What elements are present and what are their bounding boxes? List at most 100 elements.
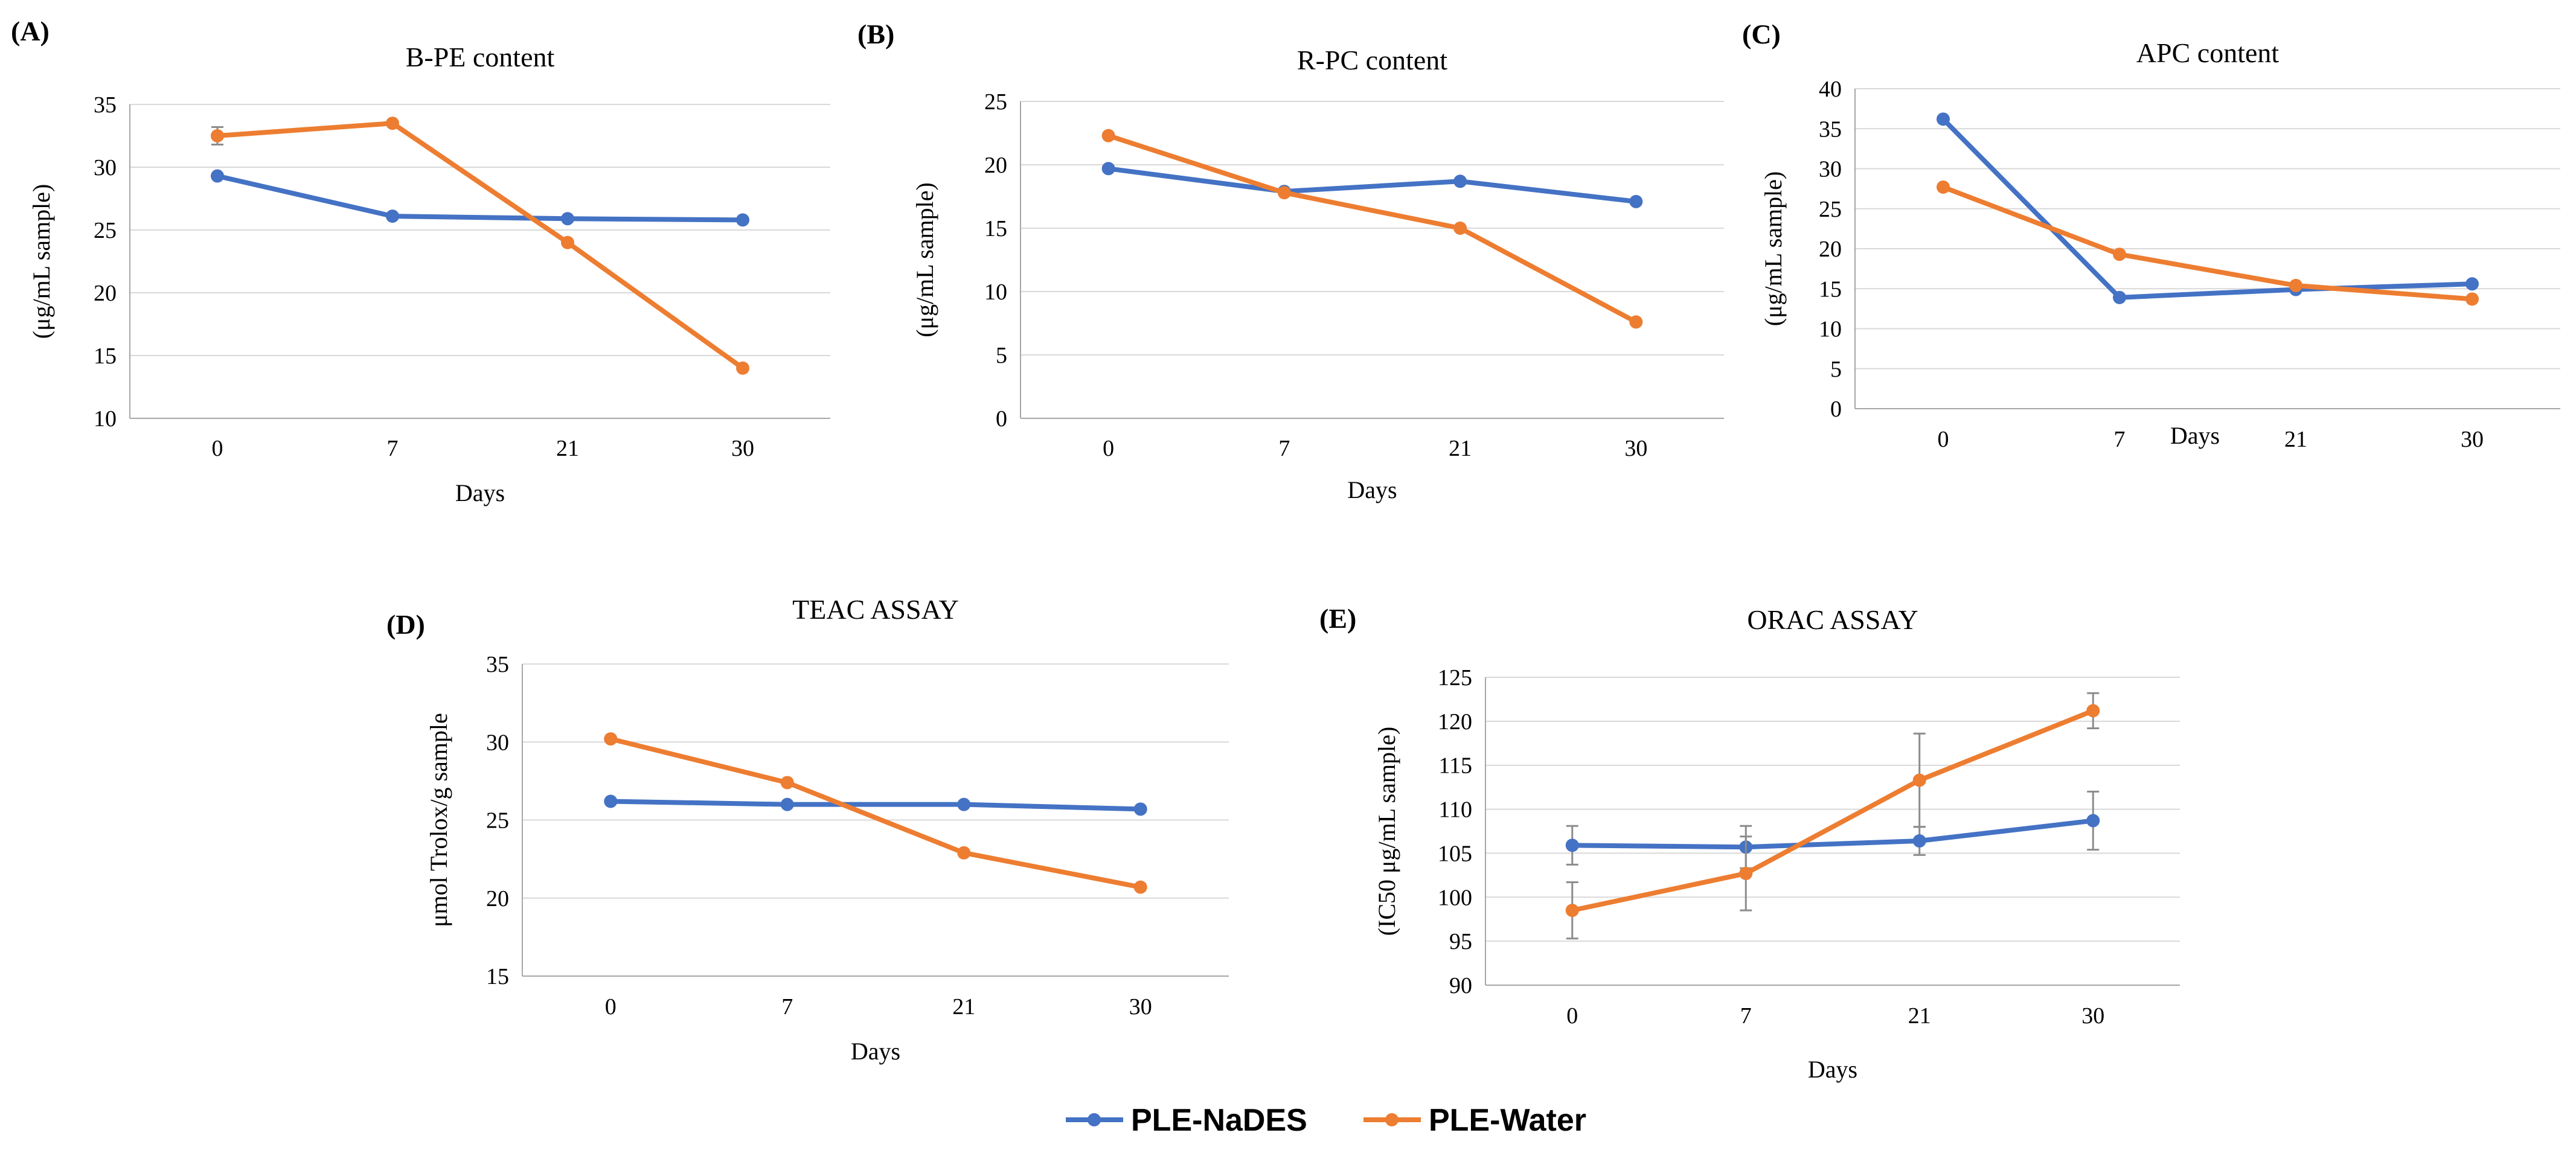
y-tick-label: 20 [1819,237,1842,262]
x-axis-label: Days [455,479,505,506]
panel-label: (C) [1742,19,1781,49]
y-tick-label: 105 [1438,841,1472,866]
y-axis-label: (IC50 μg/mL sample) [1373,727,1400,936]
chart-panel-4: 15 20 25 30 35 0 7 21 30 (D) TEAC ASSAY Days μmol Tr… [386,594,1229,1065]
data-point [2086,814,2100,828]
y-tick-label: 20 [984,153,1007,178]
x-tick-label: 7 [387,436,399,461]
y-tick-label: 125 [1438,665,1472,691]
x-tick-label: 0 [1103,436,1114,461]
data-point [1277,186,1291,200]
data-point [1101,162,1115,176]
data-point [211,129,224,142]
data-point [1739,866,1753,880]
data-point [1629,315,1643,329]
x-axis-label: Days [1347,476,1397,503]
y-tick-label: 25 [94,218,117,243]
data-point [386,209,399,223]
y-tick-label: 35 [486,652,509,677]
series-line-ple-nades [610,799,1141,812]
chart-panel-3: 0 5 10 15 20 25 30 35 40 0 7 21 30 (C) APC content Days… [1742,19,2560,452]
data-point [2113,247,2126,261]
panel-label: (E) [1319,603,1356,634]
series-line-ple-nades [1572,818,2094,850]
y-tick-label: 5 [996,343,1007,368]
y-tick-label: 95 [1449,929,1472,954]
y-tick-label: 110 [1438,797,1472,823]
x-axis-label: Days [1808,1056,1857,1083]
data-point [736,361,749,375]
series-line-ple-water [610,736,1141,890]
chart-title: ORAC ASSAY [1747,604,1918,635]
series-line-ple-nades [1941,117,2473,300]
chart-title: TEAC ASSAY [792,594,959,625]
data-point [1565,904,1579,918]
x-tick-label: 0 [1938,427,1949,452]
x-tick-label: 0 [212,436,223,461]
x-tick-label: 7 [2114,427,2126,452]
series-line-ple-nades [1108,166,1636,204]
x-tick-label: 21 [2284,427,2307,452]
x-tick-label: 30 [1129,994,1152,1020]
data-point [1133,802,1147,816]
legend-marker [1088,1113,1101,1126]
data-point [561,212,574,226]
data-point [1565,838,1579,852]
data-point [1912,773,1926,787]
y-tick-label: 30 [486,730,509,755]
panel-label: (D) [386,609,425,640]
data-point [604,794,618,808]
x-tick-label: 7 [1278,436,1290,461]
y-tick-label: 25 [984,89,1007,115]
y-tick-label: 25 [486,808,509,834]
x-tick-label: 30 [2081,1003,2104,1029]
y-tick-label: 120 [1438,709,1472,735]
y-tick-label: 15 [94,343,117,369]
y-tick-label: 30 [1819,157,1842,182]
data-point [1101,129,1115,142]
y-tick-label: 30 [94,155,117,180]
y-tick-label: 90 [1449,973,1472,998]
chart-panel-5: 90 95 100 105 110 115 120 125 0 7 21 30 (E) ORAC ASSA… [1319,603,2180,1083]
legend-marker [1385,1113,1399,1126]
x-axis-label: Days [851,1038,900,1065]
data-point [1453,222,1467,235]
data-point [2465,277,2479,291]
x-tick-label: 30 [1624,436,1647,461]
chart-title: R-PC content [1297,45,1447,75]
x-tick-label: 21 [952,994,975,1020]
data-point [736,213,749,227]
panel-label: (A) [11,16,50,46]
y-tick-label: 10 [94,406,117,432]
data-point [780,797,794,811]
legend-label: PLE-Water [1429,1103,1586,1138]
x-tick-label: 0 [1566,1003,1578,1029]
data-point [211,169,224,183]
series-line-ple-water [217,121,745,371]
chart-title: B-PE content [406,42,555,72]
y-axis-label: (μg/mL sample) [911,182,938,337]
y-axis-label: (μg/mL sample) [28,184,55,339]
data-point [1453,174,1467,188]
chart-panel-2: 0 5 10 15 20 25 0 7 21 30 (B) R-PC content Days (μg/m… [857,19,1724,503]
y-tick-label: 35 [94,92,117,118]
data-point [386,117,399,130]
series-line-ple-water [1571,708,2094,913]
data-point [780,776,794,790]
y-axis-label: (μg/mL sample) [1760,171,1787,327]
y-tick-label: 10 [984,279,1007,305]
x-tick-label: 30 [2461,427,2484,452]
x-axis-label: Days [2170,422,2220,449]
data-point [1629,194,1643,208]
legend: PLE-NaDES PLE-Water [1066,1103,1586,1138]
data-point [1937,180,1950,194]
y-tick-label: 100 [1438,885,1472,910]
y-tick-label: 15 [984,216,1007,241]
data-point [1912,834,1926,848]
y-tick-label: 15 [1819,276,1842,302]
data-point [957,846,971,860]
data-point [2113,290,2126,304]
data-point [1133,880,1147,894]
data-point [2465,292,2479,306]
